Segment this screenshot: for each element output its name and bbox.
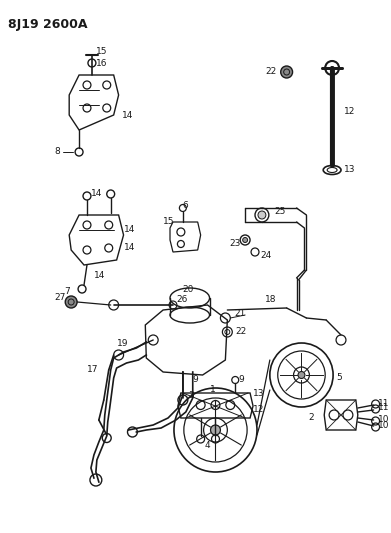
Text: 4: 4: [205, 440, 210, 449]
Text: 14: 14: [124, 225, 135, 235]
Text: 13: 13: [253, 389, 265, 398]
Text: 18: 18: [265, 295, 276, 304]
Circle shape: [243, 238, 248, 243]
Text: 8: 8: [54, 148, 60, 157]
Text: 7: 7: [64, 287, 70, 296]
Text: 14: 14: [122, 110, 133, 119]
Text: 1: 1: [210, 385, 215, 394]
Text: 23: 23: [229, 238, 241, 247]
Text: 15: 15: [96, 47, 108, 56]
Text: 17: 17: [87, 366, 99, 375]
Text: 6: 6: [183, 200, 188, 209]
Text: 16: 16: [96, 59, 108, 68]
Text: 11: 11: [378, 399, 389, 408]
Text: 14: 14: [91, 189, 102, 198]
Circle shape: [210, 425, 221, 435]
Text: 14: 14: [124, 244, 135, 253]
Text: 25: 25: [275, 207, 286, 216]
Text: 21: 21: [234, 310, 246, 319]
Text: 22: 22: [235, 327, 246, 336]
Text: 2: 2: [308, 414, 314, 423]
Text: 14: 14: [94, 271, 105, 279]
Circle shape: [298, 372, 305, 378]
Text: 27: 27: [54, 293, 66, 302]
Text: 10: 10: [378, 422, 389, 431]
Text: 10: 10: [378, 416, 389, 424]
Text: 9: 9: [238, 376, 244, 384]
Text: 26: 26: [176, 295, 187, 303]
Text: 24: 24: [260, 251, 271, 260]
Text: 9: 9: [193, 376, 199, 384]
Text: 13: 13: [344, 166, 355, 174]
Text: 8J19 2600A: 8J19 2600A: [8, 18, 88, 31]
Circle shape: [281, 66, 292, 78]
Text: 22: 22: [265, 68, 276, 77]
Text: 5: 5: [336, 374, 342, 383]
Text: 12: 12: [344, 108, 355, 117]
Text: 12: 12: [253, 406, 264, 415]
Text: 20: 20: [182, 285, 194, 294]
Text: 19: 19: [117, 338, 128, 348]
Circle shape: [258, 211, 266, 219]
Text: 3: 3: [188, 391, 194, 400]
Circle shape: [65, 296, 77, 308]
Circle shape: [325, 61, 339, 75]
Text: 11: 11: [378, 403, 389, 413]
Text: 15: 15: [163, 217, 175, 227]
